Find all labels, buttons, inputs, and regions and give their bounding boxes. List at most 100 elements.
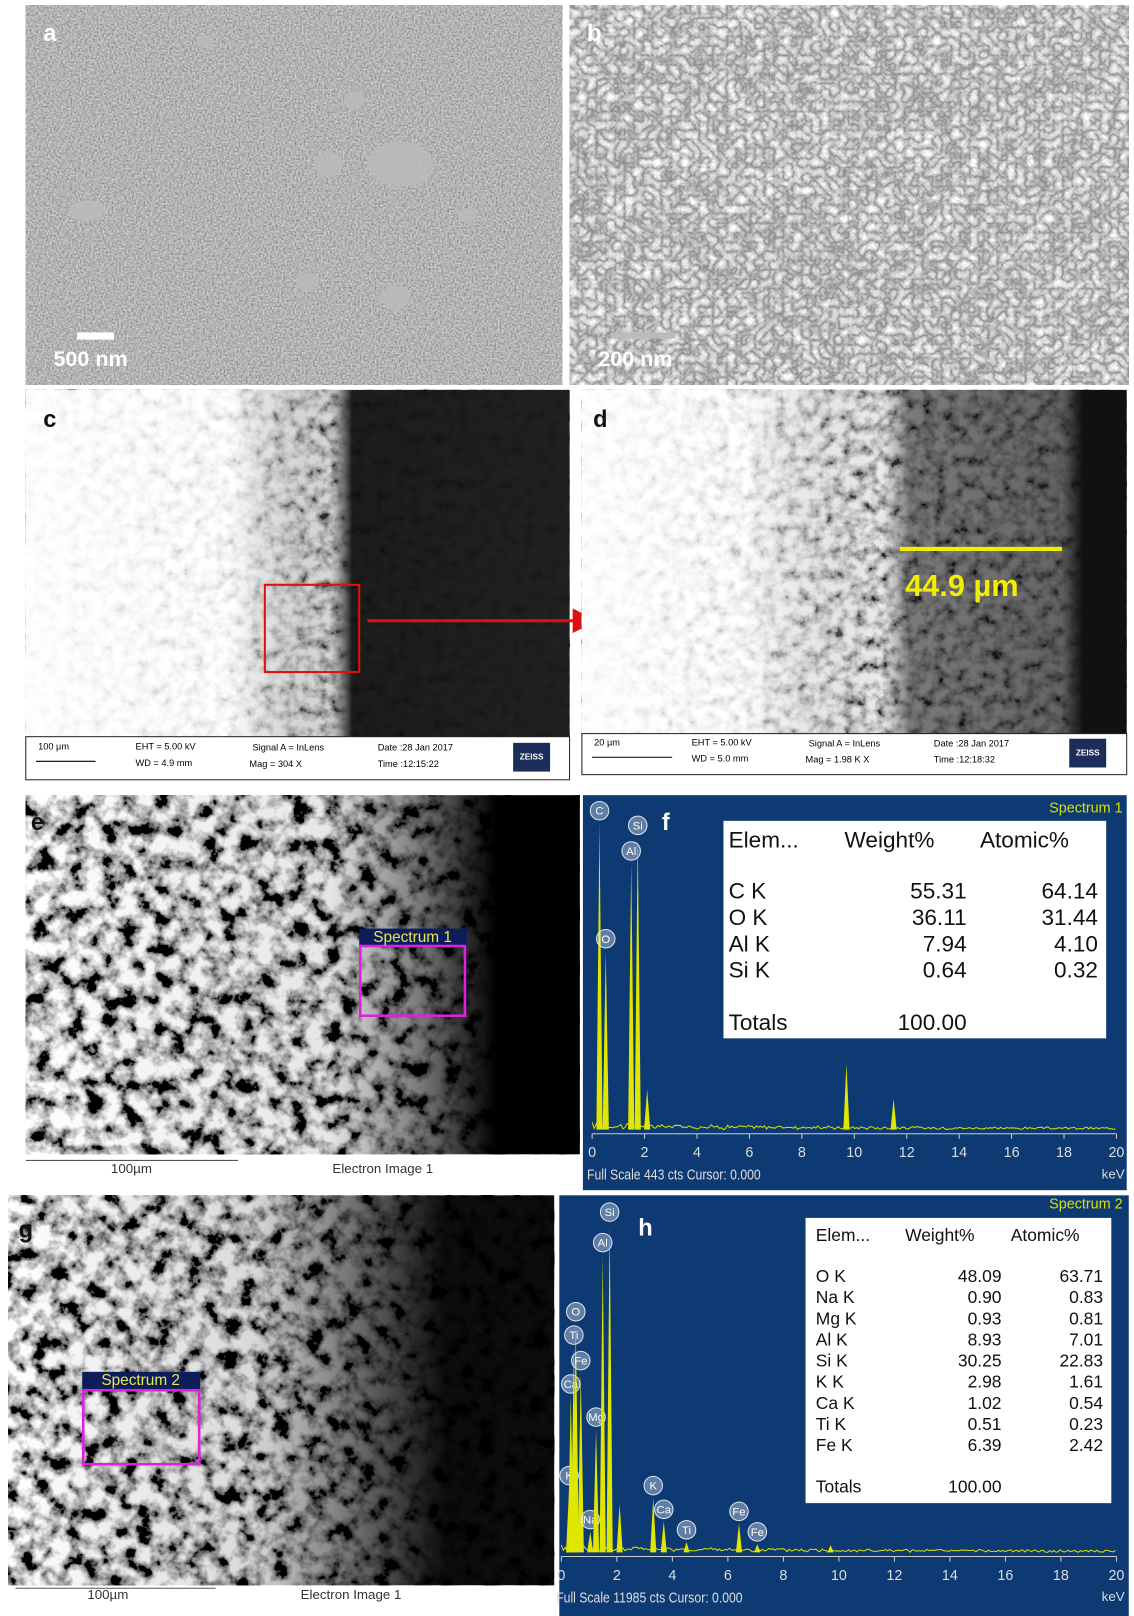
- info-mag: Mag = 1.98 K X: [806, 755, 870, 765]
- x-tick-label: 16: [1004, 1145, 1020, 1161]
- table-header: Atomic%: [980, 827, 1069, 852]
- table-cell: Fe K: [816, 1435, 853, 1455]
- scale-label: 100µm: [87, 1587, 128, 1602]
- table-cell: 8.93: [968, 1329, 1002, 1349]
- peak-label: Fe: [574, 1356, 587, 1368]
- spectrum-title: Spectrum 1: [1049, 800, 1122, 816]
- info-time: Time :12:18:32: [934, 755, 995, 765]
- x-tick-label: 0: [588, 1145, 596, 1161]
- measurement: 44.9 µm: [905, 568, 1019, 603]
- x-tick-label: 0: [557, 1568, 565, 1584]
- table-cell: Ti K: [816, 1414, 847, 1434]
- peak-label: O: [601, 934, 610, 946]
- peak-label: Fe: [732, 1506, 745, 1518]
- table-cell: 4.10: [1054, 931, 1098, 956]
- table-header: Elem...: [729, 827, 799, 852]
- table-cell: O K: [816, 1266, 846, 1286]
- table-cell: C K: [729, 879, 767, 904]
- table-cell: 36.11: [912, 905, 967, 930]
- table-cell: 6.39: [968, 1435, 1002, 1455]
- panel-label: a: [43, 20, 57, 46]
- x-unit: keV: [1102, 1589, 1125, 1604]
- info-scale: 100 µm: [38, 741, 69, 751]
- x-tick-label: 14: [951, 1145, 967, 1161]
- region-label: Spectrum 1: [373, 929, 452, 946]
- peak-label: Si: [605, 1207, 615, 1219]
- table-cell: K K: [816, 1372, 844, 1392]
- panel-label: c: [43, 406, 56, 432]
- x-tick-label: 2: [613, 1568, 621, 1584]
- table-header: Atomic%: [1011, 1225, 1080, 1245]
- table-cell: 0.83: [1069, 1287, 1103, 1307]
- table-header: Weight%: [845, 827, 935, 852]
- x-tick-label: 6: [745, 1145, 753, 1161]
- table-cell: 63.71: [1059, 1266, 1103, 1286]
- info-eht: EHT = 5.00 kV: [136, 741, 197, 751]
- x-tick-label: 14: [942, 1568, 958, 1584]
- panel-label: d: [593, 406, 607, 432]
- table-cell: 0.32: [1054, 958, 1098, 983]
- panel-label: f: [662, 809, 670, 835]
- table-cell: Al K: [816, 1329, 848, 1349]
- table-cell: Al K: [729, 931, 770, 956]
- table-cell: 31.44: [1042, 905, 1098, 930]
- table-cell: Na K: [816, 1287, 855, 1307]
- x-tick-label: 20: [1108, 1145, 1124, 1161]
- table-cell: 0.93: [968, 1308, 1002, 1328]
- table-cell: 22.83: [1059, 1351, 1103, 1371]
- sem-image-b: [570, 5, 1129, 385]
- panel-label: h: [638, 1214, 652, 1240]
- x-tick-label: 16: [997, 1568, 1013, 1584]
- peak-label: K: [649, 1481, 657, 1493]
- table-cell: 64.14: [1042, 879, 1098, 904]
- image-caption: Electron Image 1: [301, 1587, 402, 1602]
- x-tick-label: 8: [798, 1145, 806, 1161]
- panel-label: b: [587, 20, 601, 46]
- peak-label: Al: [598, 1238, 608, 1250]
- table-cell: 55.31: [910, 879, 966, 904]
- table-cell: 30.25: [958, 1351, 1002, 1371]
- x-tick-label: 12: [899, 1145, 915, 1161]
- peak-label: Fe: [751, 1527, 764, 1539]
- region-label: Spectrum 2: [101, 1372, 180, 1389]
- x-tick-label: 4: [693, 1145, 701, 1161]
- x-tick-label: 18: [1053, 1568, 1069, 1584]
- x-tick-label: 10: [831, 1568, 847, 1584]
- x-tick-label: 20: [1108, 1568, 1124, 1584]
- table-cell: 0.90: [968, 1287, 1002, 1307]
- figure: abcdefgh500 nm200 nm100 µmEHT = 5.00 kVW…: [0, 0, 1134, 1616]
- x-tick-label: 6: [724, 1568, 732, 1584]
- info-eht: EHT = 5.00 kV: [692, 737, 753, 747]
- sem-shading: [582, 390, 1127, 734]
- peak-label: Si: [633, 820, 643, 832]
- x-tick-label: 8: [779, 1568, 787, 1584]
- table-header: Weight%: [905, 1225, 974, 1245]
- scale-label: 500 nm: [53, 347, 127, 371]
- table-cell: 0.51: [968, 1414, 1002, 1434]
- table-total: 100.00: [948, 1476, 1002, 1496]
- page: {"panels": { "a": {"label": "a", "scale_…: [0, 0, 1134, 1616]
- peak-label: O: [571, 1307, 580, 1319]
- table-cell: 0.23: [1069, 1414, 1103, 1434]
- info-wd: WD = 5.0 mm: [692, 754, 749, 764]
- table-cell: Ca K: [816, 1393, 855, 1413]
- table-header: Elem...: [816, 1225, 870, 1245]
- table-cell: 2.42: [1069, 1435, 1103, 1455]
- info-date: Date :28 Jan 2017: [378, 742, 453, 752]
- info-signal: Signal A = InLens: [809, 738, 881, 748]
- table-total: 100.00: [898, 1010, 967, 1035]
- table-cell: 0.54: [1069, 1393, 1103, 1413]
- info-brand: ZEISS: [520, 752, 544, 761]
- image-shading: [26, 795, 580, 1154]
- scale-label: 100µm: [111, 1161, 152, 1176]
- spectrum-footer: Full Scale 443 cts Cursor: 0.000: [587, 1167, 761, 1183]
- table-cell: 48.09: [958, 1266, 1002, 1286]
- spectrum-title: Spectrum 2: [1049, 1196, 1122, 1212]
- sem-image-a: [26, 5, 563, 385]
- table-cell: Si K: [729, 958, 770, 983]
- x-unit: keV: [1102, 1166, 1125, 1181]
- peak-label: Ti: [682, 1525, 691, 1537]
- table-cell: 1.02: [968, 1393, 1002, 1413]
- x-tick-label: 12: [886, 1568, 902, 1584]
- peak-label: Ti: [569, 1330, 578, 1342]
